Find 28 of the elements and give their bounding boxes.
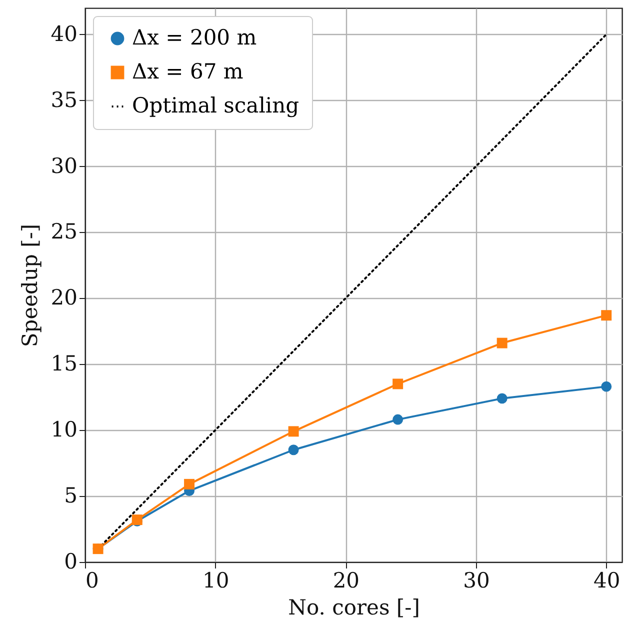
x-tick-label: 40	[593, 568, 620, 592]
x-tick-label: 30	[463, 568, 490, 592]
y-tick-label: 15	[50, 352, 78, 376]
y-tick-label: 0	[64, 550, 78, 574]
y-tick-label: 35	[50, 88, 78, 112]
x-tick-label: 10	[202, 568, 230, 592]
point	[496, 393, 508, 404]
point	[601, 310, 612, 321]
legend-label: Δx = 200 m	[132, 26, 257, 50]
y-tick-label: 5	[64, 484, 78, 508]
point	[392, 414, 404, 425]
x-tick-label: 0	[86, 568, 99, 592]
y-tick-label: 20	[50, 286, 78, 310]
point	[392, 378, 404, 390]
y-tick-label: 30	[50, 154, 78, 178]
y-tick-label: 25	[50, 220, 78, 244]
y-tick-label: 10	[50, 418, 78, 442]
y-axis-title: Speedup [-]	[18, 224, 42, 348]
legend-label: Optimal scaling	[132, 94, 300, 118]
x-tick-label: 20	[332, 568, 360, 592]
point	[288, 444, 299, 456]
legend-label: Δx = 67 m	[132, 60, 244, 84]
x-axis-title: No. cores [-]	[288, 596, 420, 620]
point	[496, 338, 508, 348]
point	[601, 381, 612, 392]
y-tick-label: 40	[50, 22, 78, 46]
point	[184, 478, 195, 490]
point	[288, 426, 299, 437]
